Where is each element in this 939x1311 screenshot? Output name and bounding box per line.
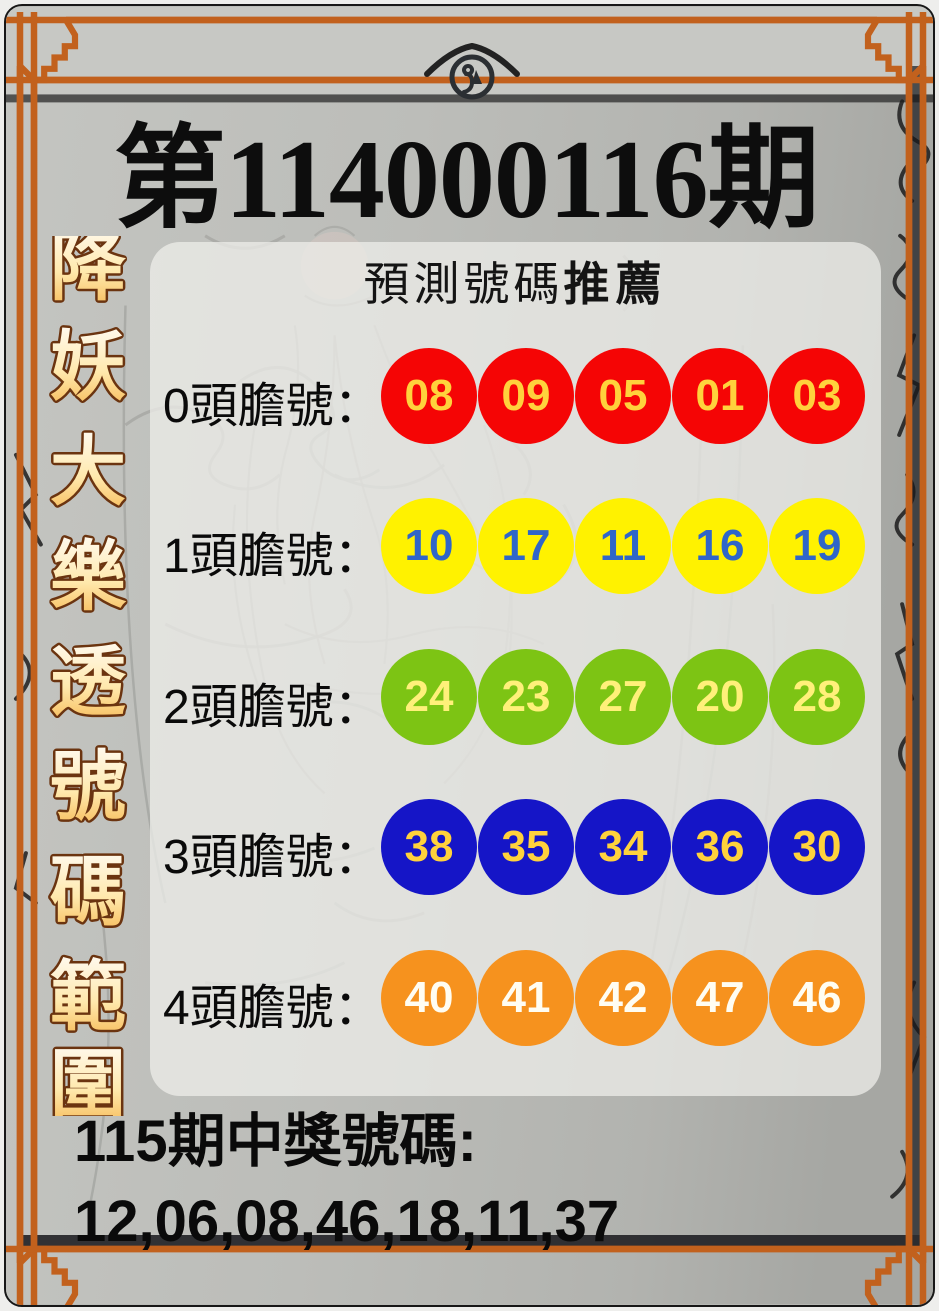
svg-text:圍: 圍 [50, 1043, 126, 1116]
svg-text:降: 降 [50, 236, 126, 310]
svg-text:號: 號 [50, 745, 126, 830]
svg-text:透: 透 [50, 640, 126, 725]
svg-text:範: 範 [50, 955, 126, 1040]
svg-text:大: 大 [50, 430, 126, 515]
svg-text:樂: 樂 [50, 535, 127, 620]
svg-text:妖: 妖 [50, 325, 126, 410]
svg-text:碼: 碼 [50, 850, 126, 935]
